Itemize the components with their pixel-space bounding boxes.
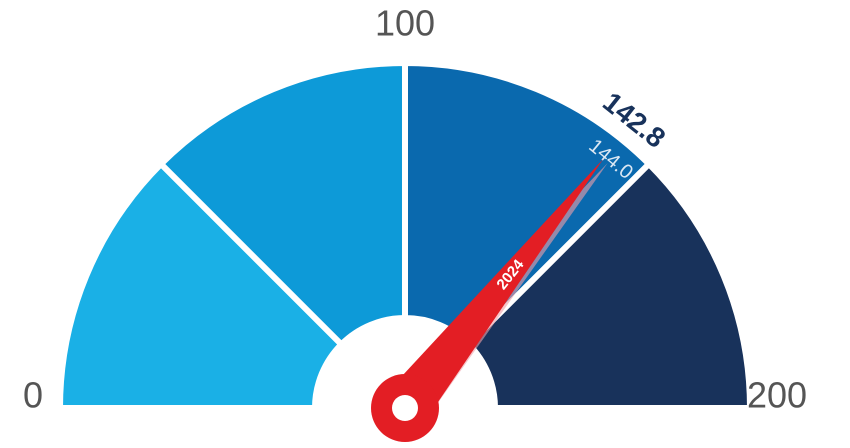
needle-hub-hole	[392, 395, 418, 421]
tick-label: 200	[747, 375, 807, 416]
gauge-band	[56, 159, 346, 411]
needle	[386, 159, 604, 423]
gauge-band	[156, 59, 408, 349]
tick-label: 100	[375, 3, 435, 44]
tick-label: 0	[23, 375, 43, 416]
gauge-band	[464, 159, 754, 411]
gauge-band	[402, 59, 654, 349]
